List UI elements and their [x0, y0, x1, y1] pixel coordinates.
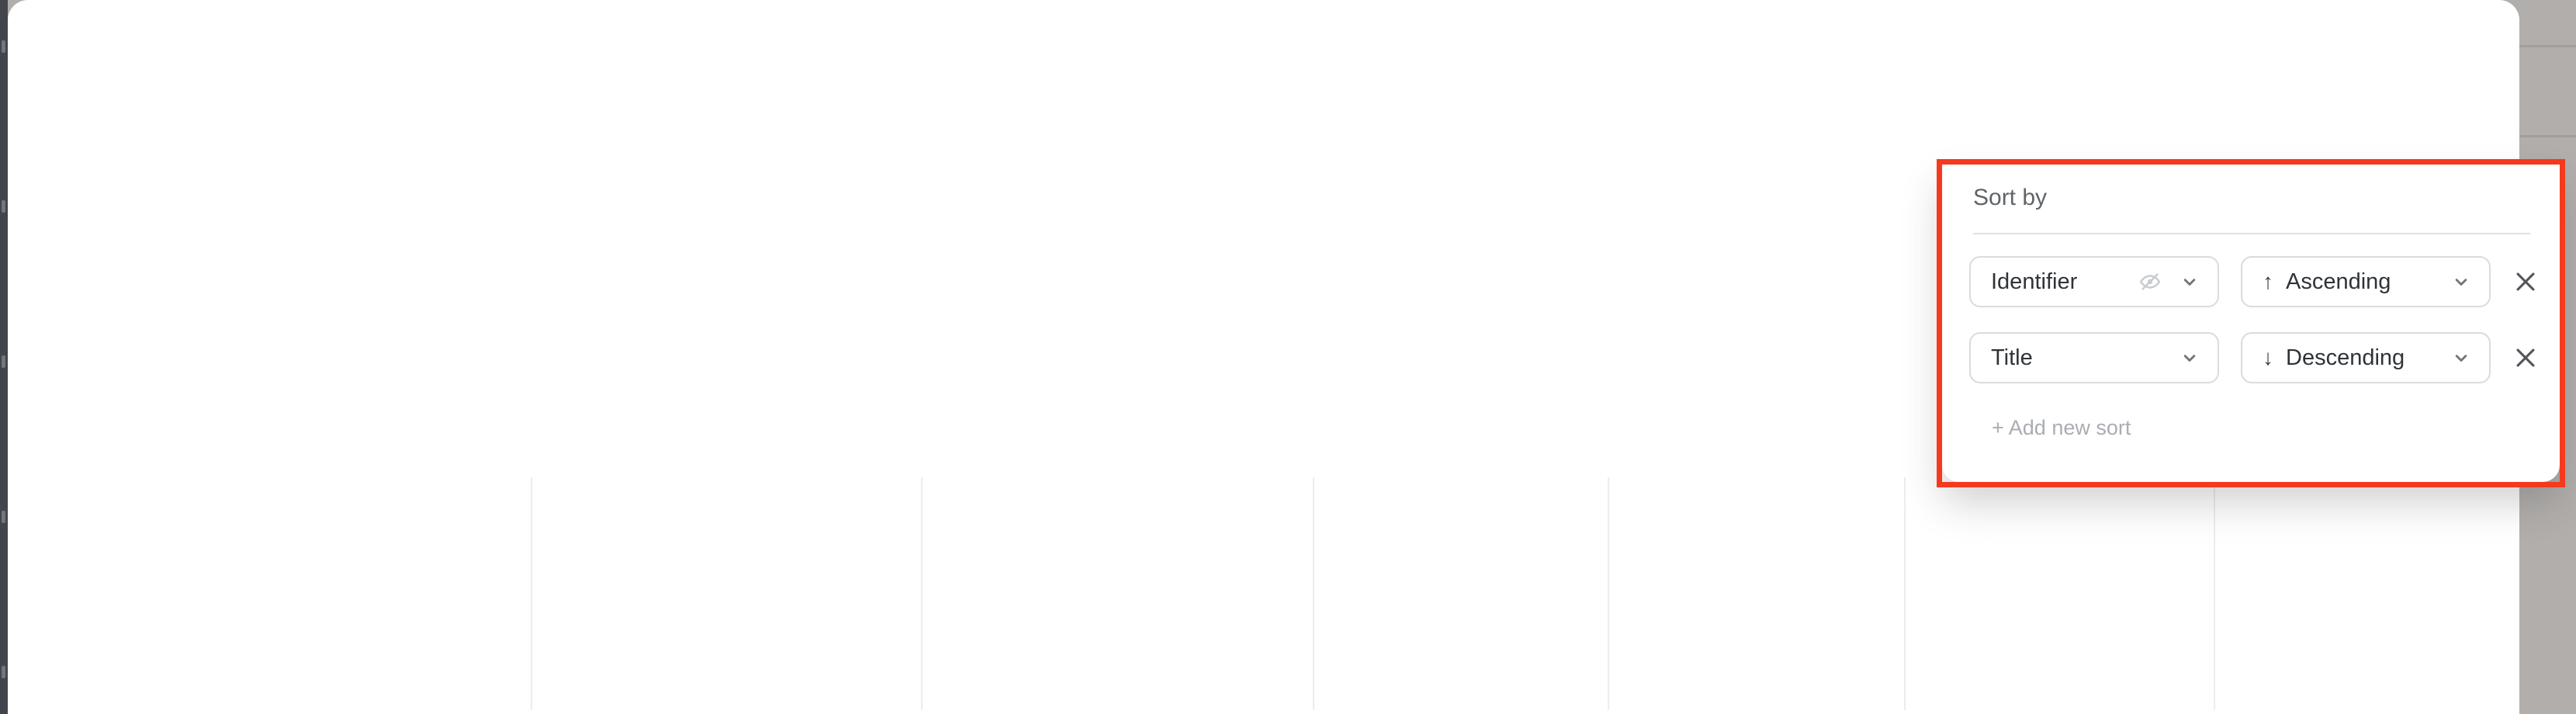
sort-field-dropdown[interactable]: Title: [1969, 332, 2219, 383]
sort-panel: Sort by Identifier ↑ Ascending Title ↓ D…: [1942, 165, 2560, 482]
column-divider: [921, 477, 923, 710]
column-divider: [2214, 477, 2215, 710]
eye-off-icon: [2138, 270, 2162, 293]
arrow-up-icon: ↑: [2263, 269, 2273, 293]
sort-panel-title: Sort by: [1973, 185, 2048, 210]
column-divider: [1904, 477, 1906, 710]
chevron-down-icon: [2450, 347, 2472, 369]
background-page-sliver: [0, 0, 8, 714]
chevron-down-icon: [2450, 271, 2472, 293]
background-line: [2519, 135, 2576, 137]
remove-sort-button[interactable]: [2510, 342, 2541, 373]
add-new-sort-button[interactable]: + Add new sort: [1992, 416, 2131, 439]
column-divider: [1313, 477, 1314, 710]
arrow-down-icon: ↓: [2263, 345, 2273, 369]
sort-direction-dropdown[interactable]: ↓ Descending: [2241, 332, 2491, 383]
background-line: [2519, 45, 2576, 47]
sort-panel-divider: [1973, 233, 2530, 234]
chevron-down-icon: [2179, 271, 2200, 293]
column-divider: [1608, 477, 1609, 710]
chevron-down-icon: [2179, 347, 2200, 369]
column-divider: [531, 477, 532, 710]
sort-field-dropdown[interactable]: Identifier: [1969, 256, 2219, 307]
sort-direction-dropdown[interactable]: ↑ Ascending: [2241, 256, 2491, 307]
remove-sort-button[interactable]: [2510, 266, 2541, 297]
